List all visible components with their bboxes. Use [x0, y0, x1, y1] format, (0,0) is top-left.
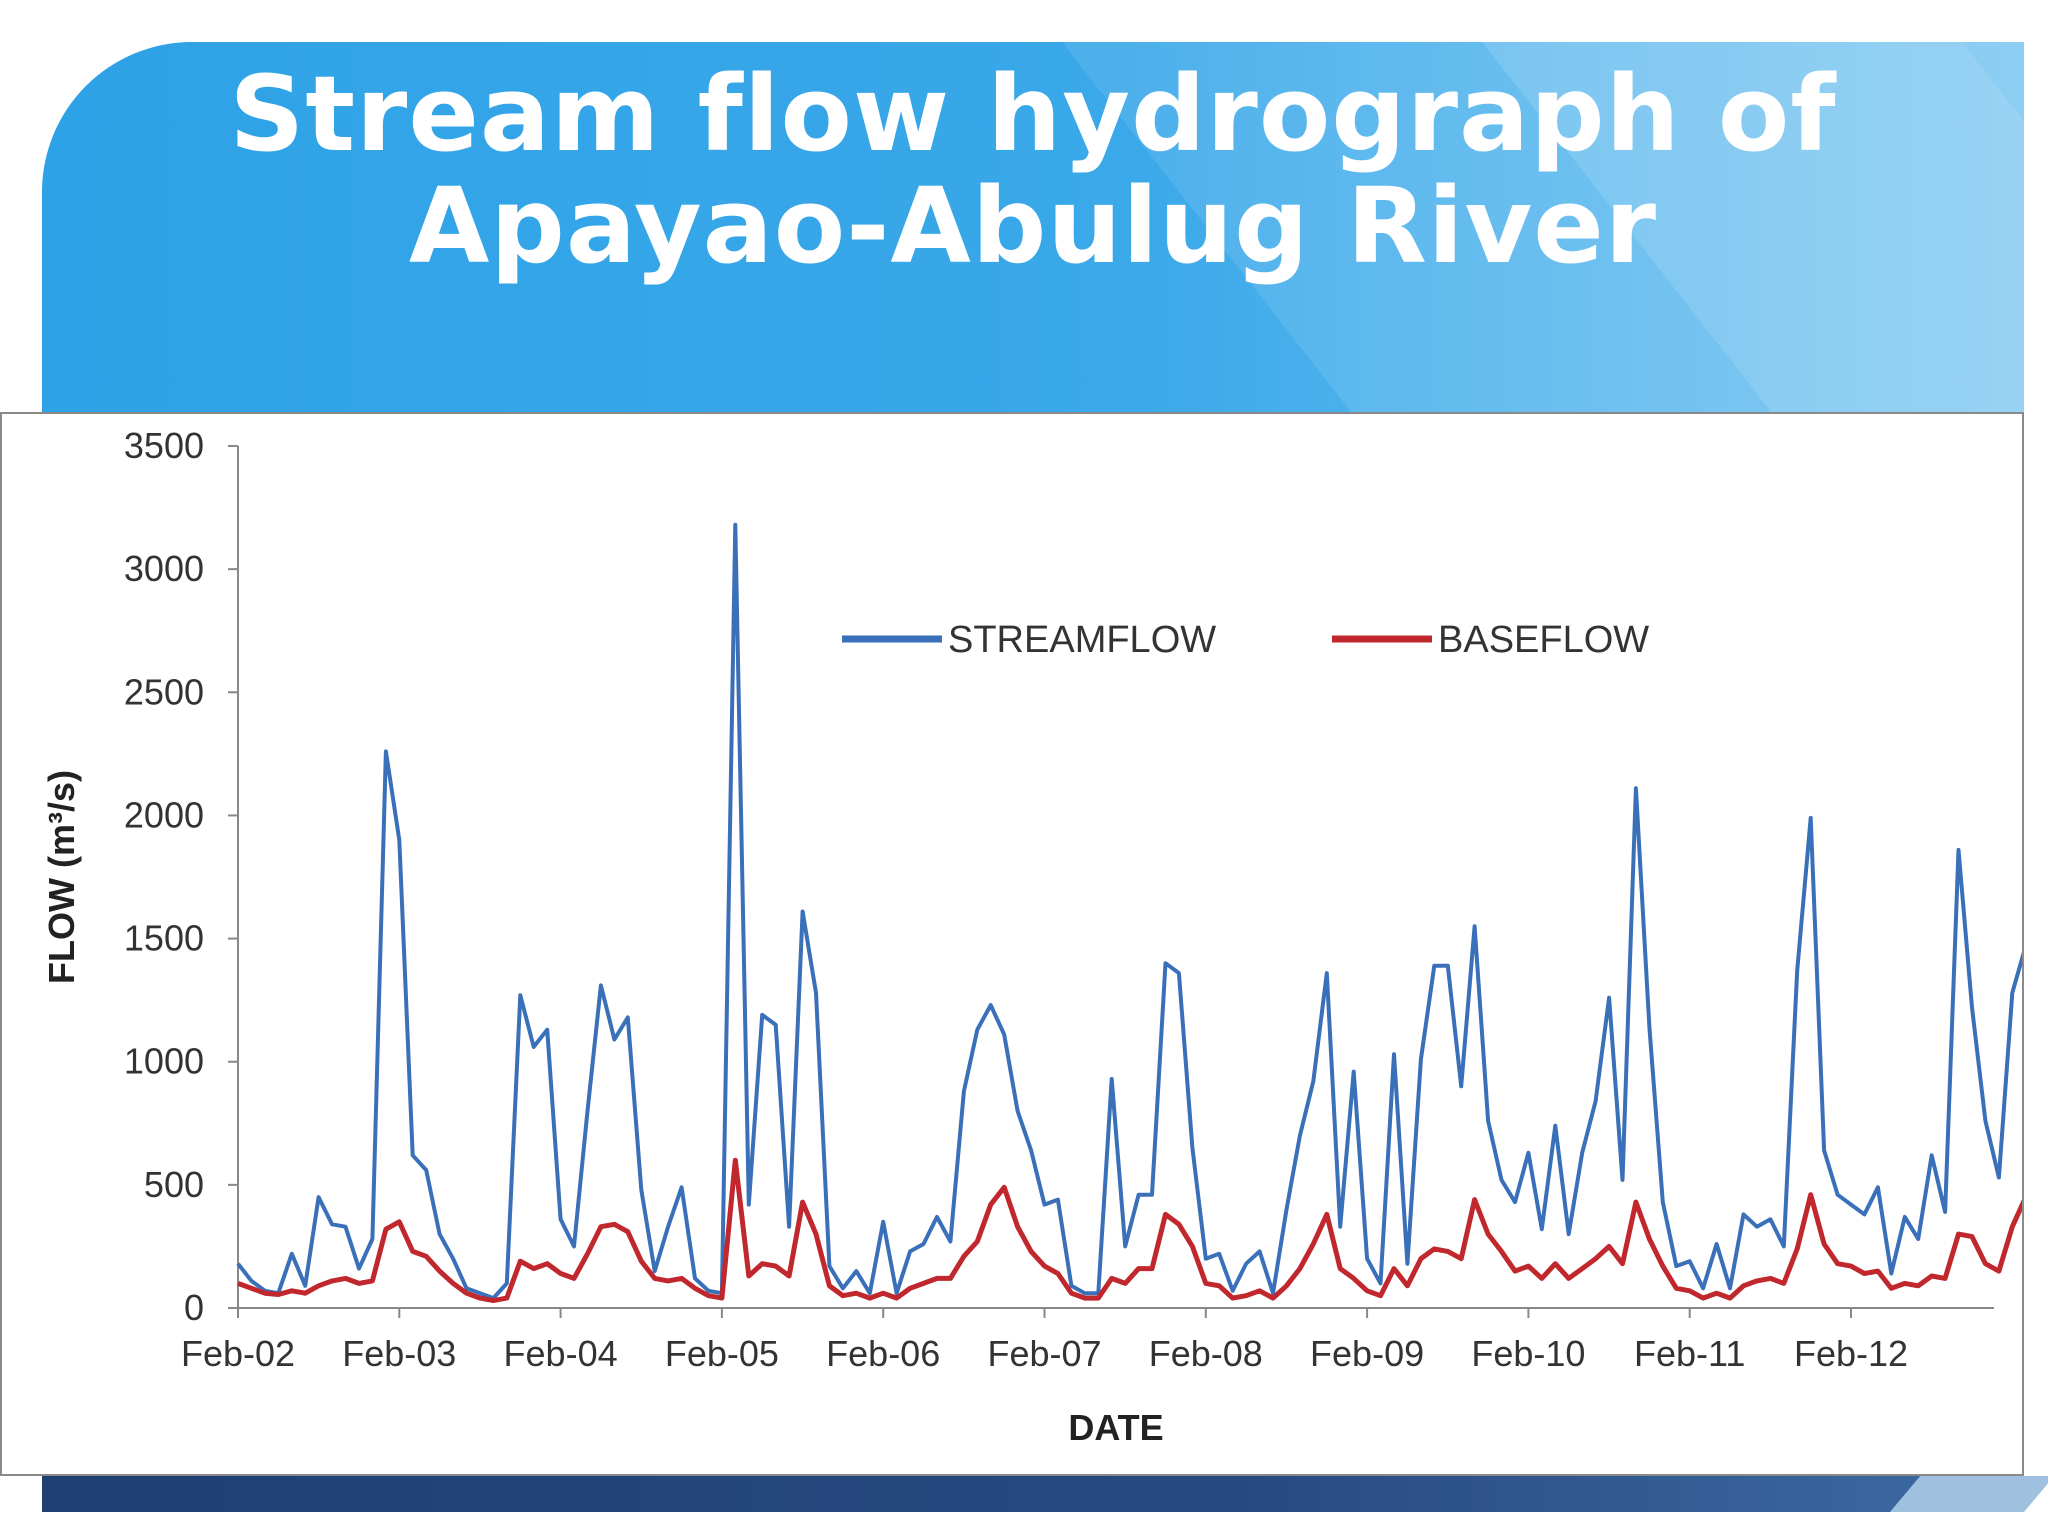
y-tick-label: 1000: [124, 1041, 204, 1082]
x-axis-ticks: Feb-02 Feb-03 Feb-04 Feb-05 Feb-06 Feb-07 Feb-…: [181, 1308, 1908, 1374]
y-axis-title: FLOW (m³/s): [41, 770, 82, 984]
slide-title: Stream flow hydrograph of Apayao-Abulug …: [42, 58, 2024, 282]
y-tick-label: 2000: [124, 794, 204, 835]
slide-title-line1: Stream flow hydrograph of: [229, 53, 1837, 175]
series-layer: [236, 522, 2022, 1304]
bottom-bar: [42, 1476, 2024, 1512]
legend: STREAMFLOW BASEFLOW: [842, 619, 1649, 661]
title-banner: [42, 42, 2024, 414]
y-tick-label: 3500: [124, 425, 204, 466]
y-tick-label: 3000: [124, 548, 204, 589]
x-tick-label: Feb-08: [1149, 1333, 1263, 1374]
y-tick-label: 0: [184, 1287, 204, 1328]
y-tick-label: 2500: [124, 671, 204, 712]
x-tick-label: Feb-07: [987, 1333, 1101, 1374]
x-tick-label: Feb-05: [665, 1333, 779, 1374]
y-tick-label: 1500: [124, 918, 204, 959]
legend-label-streamflow: STREAMFLOW: [948, 619, 1216, 661]
series-line-streamflow: [236, 522, 2022, 1301]
x-tick-label: Feb-02: [181, 1333, 295, 1374]
chart-frame: 0 500 1000 1500 2000 2500 3000 3500 Feb-02 Feb-0…: [0, 412, 2024, 1476]
legend-label-baseflow: BASEFLOW: [1438, 619, 1649, 661]
x-tick-label: Feb-06: [826, 1333, 940, 1374]
y-tick-label: 500: [144, 1164, 204, 1205]
x-tick-label: Feb-09: [1310, 1333, 1424, 1374]
series-line-baseflow: [237, 1157, 2022, 1304]
x-tick-label: Feb-04: [504, 1333, 618, 1374]
x-tick-label: Feb-10: [1471, 1333, 1585, 1374]
x-tick-label: Feb-11: [1634, 1333, 1745, 1374]
x-axis-title: DATE: [1068, 1407, 1163, 1448]
x-tick-label: Feb-03: [342, 1333, 456, 1374]
x-tick-label: Feb-12: [1794, 1333, 1908, 1374]
y-axis-ticks: 0 500 1000 1500 2000 2500 3000 3500: [124, 425, 238, 1328]
slide-title-line2: Apayao-Abulug River: [408, 165, 1658, 287]
